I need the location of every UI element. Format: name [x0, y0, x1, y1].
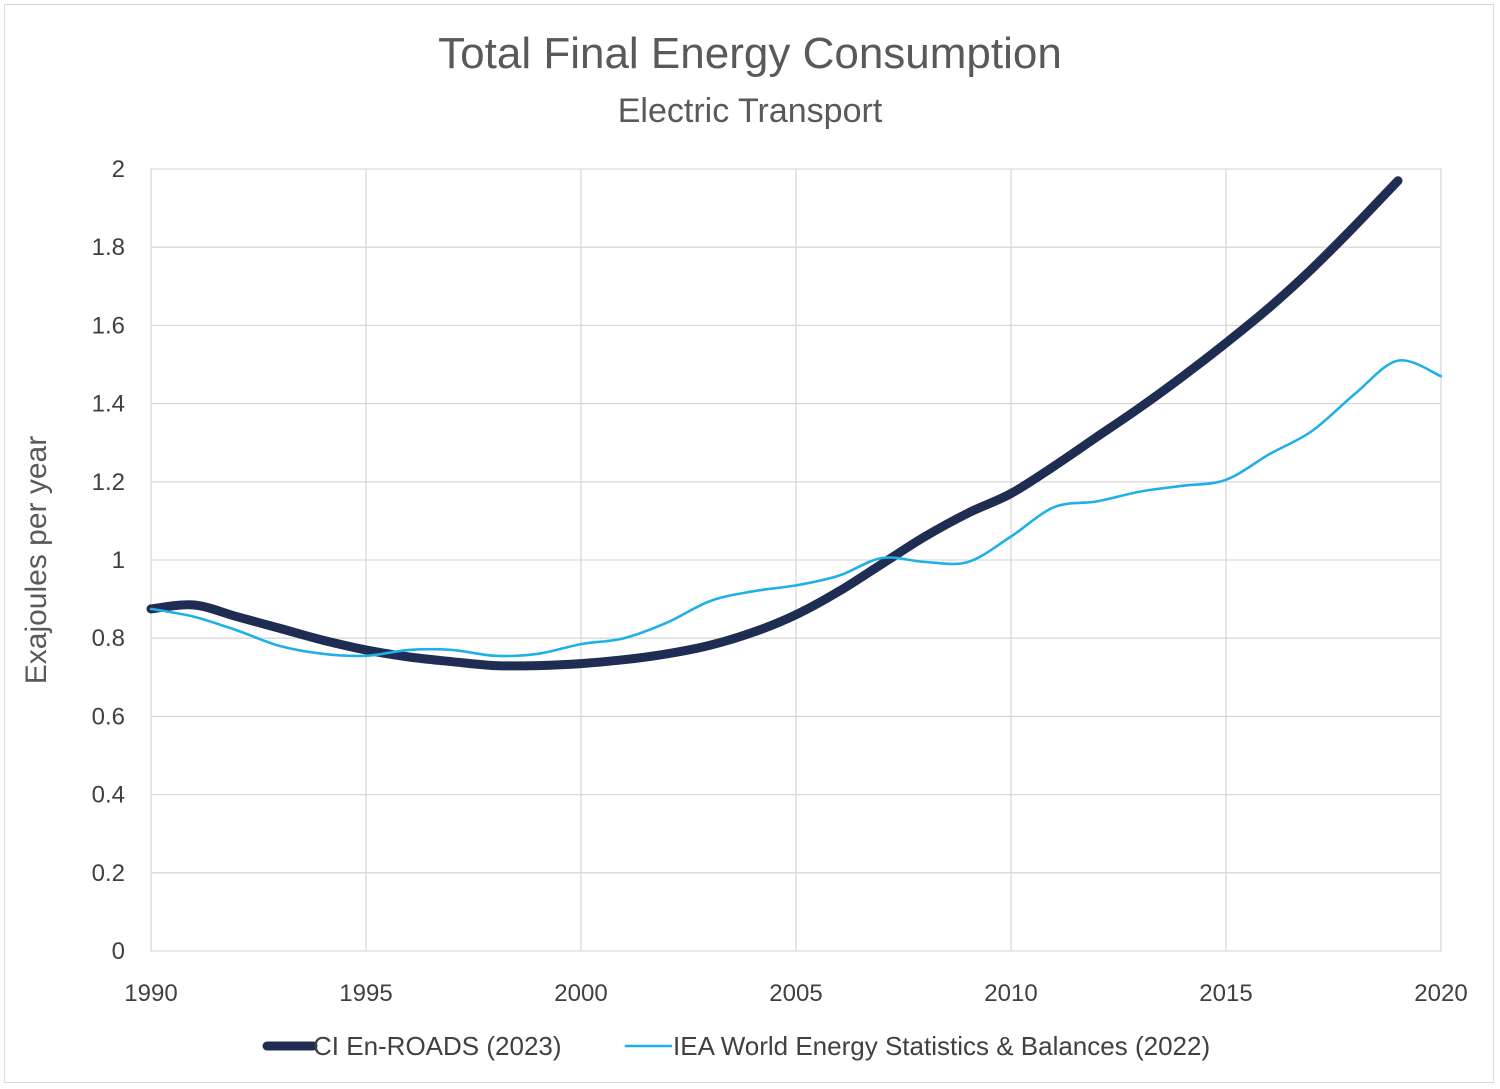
- x-tick-label: 2010: [984, 980, 1037, 1007]
- legend-label: IEA World Energy Statistics & Balances (…: [673, 1031, 1210, 1061]
- chart-subtitle: Electric Transport: [618, 92, 883, 130]
- y-tick-label: 0.2: [92, 860, 125, 887]
- x-tick-label: 2000: [554, 980, 607, 1007]
- x-tick-label: 2005: [769, 980, 822, 1007]
- y-tick-label: 1.6: [92, 312, 125, 339]
- series-lines: [146, 176, 1443, 671]
- chart-frame: [4, 4, 1494, 1083]
- series-line-en-roads: [146, 176, 1403, 671]
- x-tick-label: 2015: [1199, 980, 1252, 1007]
- y-tick-label: 0: [112, 938, 125, 965]
- x-tick-label: 2020: [1414, 980, 1467, 1007]
- y-tick-label: 0.4: [92, 782, 125, 809]
- legend-label: CI En-ROADS (2023): [313, 1031, 562, 1061]
- x-tick-label: 1990: [124, 980, 177, 1007]
- y-tick-label: 1: [112, 547, 125, 574]
- y-tick-label: 0.6: [92, 703, 125, 730]
- y-tick-label: 1.4: [92, 391, 125, 418]
- y-axis-label: Exajoules per year: [20, 436, 53, 684]
- gridlines: [150, 168, 1442, 952]
- series-line-iea: [149, 359, 1443, 658]
- y-tick-label: 2: [112, 156, 125, 183]
- tick-labels: 0 0.2 0.4 0.6 0.8 1 1.2 1.4 1.6 1.8 2 1990 1995 2000 2…: [92, 156, 1468, 1007]
- y-tick-label: 0.8: [92, 625, 125, 652]
- chart-title: Total Final Energy Consumption: [438, 29, 1062, 78]
- y-tick-label: 1.2: [92, 469, 125, 496]
- x-tick-label: 1995: [339, 980, 392, 1007]
- y-tick-label: 1.8: [92, 234, 125, 261]
- legend: CI En-ROADS (2023) IEA World Energy Stati…: [262, 1031, 1210, 1061]
